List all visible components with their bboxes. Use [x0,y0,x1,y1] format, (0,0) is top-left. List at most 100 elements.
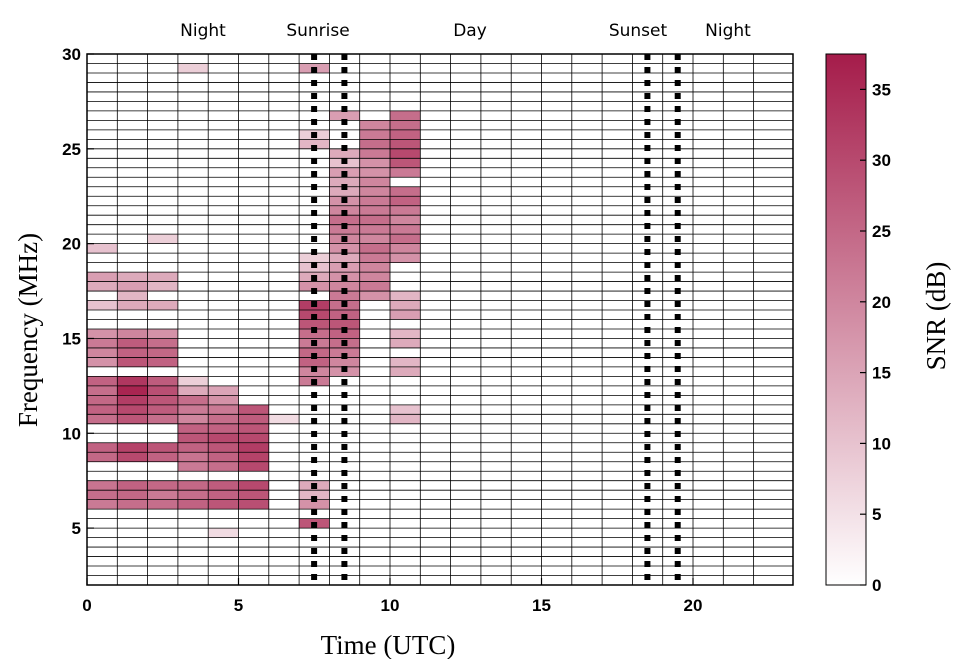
heatmap-cell [359,518,391,529]
x-tick-label: 15 [532,596,551,615]
heatmap-cell [359,91,391,102]
heatmap-cell [511,281,542,292]
heatmap-cell [511,82,542,92]
heatmap-cell [602,528,633,538]
heatmap-cell [571,196,603,206]
heatmap-cell [268,310,300,320]
heatmap-cell [390,319,421,329]
heatmap-cell [87,357,118,367]
heatmap-cell [208,253,239,263]
heatmap-cell [238,63,269,73]
heatmap-cell [329,461,360,472]
heatmap-cell [602,385,633,396]
heatmap-cell [329,177,360,187]
heatmap-cell [450,205,481,216]
heatmap-cell [420,423,451,434]
heatmap-cell [693,63,724,73]
heatmap-cell [571,338,603,348]
heatmap-cell [299,319,330,329]
heatmap-cell [541,82,572,92]
heatmap-cell [117,414,148,424]
heatmap-cell [208,328,239,339]
heatmap-cell [268,54,300,64]
heatmap-cell [329,537,360,548]
heatmap-cell [117,177,148,187]
heatmap-cell [602,54,633,64]
heatmap-cell [238,215,269,225]
heatmap-cell [753,328,784,339]
heatmap-cell [87,575,118,585]
heatmap-cell [753,281,784,292]
heatmap-cell [571,234,603,244]
heatmap-cell [541,452,572,462]
heatmap-cell [693,215,724,225]
heatmap-cell [117,310,148,320]
heatmap-cell [723,395,754,405]
heatmap-cell [390,110,421,121]
heatmap-cell [390,566,421,576]
heatmap-cell [511,215,542,225]
heatmap-cell [480,509,512,519]
heatmap-cell [571,177,603,187]
heatmap-cell [87,291,118,301]
heatmap-cell [480,243,512,254]
heatmap-cell [208,110,239,121]
heatmap-cell [117,328,148,339]
heatmap-cell [87,215,118,225]
heatmap-cell [571,461,603,472]
heatmap-cell [147,490,178,500]
heatmap-cell [268,300,300,311]
heatmap-cell [117,158,148,168]
heatmap-cell [571,385,603,396]
heatmap-cell [693,357,724,367]
heatmap-cell [238,243,269,254]
heatmap-cell [329,139,360,149]
heatmap-cell [511,158,542,168]
heatmap-cell [390,423,421,434]
heatmap-cell [147,129,178,140]
heatmap-cell [571,509,603,519]
heatmap-cell [117,82,148,92]
heatmap-cell [541,196,572,206]
heatmap-cell [87,556,118,567]
heatmap-cell [450,215,481,225]
heatmap-cell [662,566,694,576]
heatmap-cell [268,442,300,453]
heatmap-cell [723,433,754,443]
heatmap-cell [329,110,360,121]
heatmap-cell [480,120,512,130]
heatmap-cell [480,310,512,320]
heatmap-cell [632,395,663,405]
heatmap-cell [390,509,421,519]
heatmap-cell [723,101,754,111]
heatmap-cell [450,537,481,548]
heatmap-cell [147,575,178,585]
heatmap-cell [480,471,512,481]
heatmap-cell [268,395,300,405]
heatmap-cell [723,423,754,434]
heatmap-cell [147,110,178,121]
heatmap-cell [511,243,542,254]
heatmap-cell [117,300,148,311]
heatmap-cell [238,82,269,92]
heatmap-cell [632,72,663,83]
heatmap-cell [723,310,754,320]
heatmap-cell [450,347,481,358]
heatmap-cell [268,461,300,472]
heatmap-cell [602,471,633,481]
heatmap-cell [238,281,269,292]
heatmap-cell [753,414,784,424]
heatmap-cell [177,91,209,102]
heatmap-cell [147,158,178,168]
heatmap-cell [238,366,269,377]
heatmap-cell [87,347,118,358]
heatmap-cell [390,404,421,415]
heatmap-cell [693,575,724,585]
heatmap-cell [662,423,694,434]
heatmap-cell [480,556,512,567]
colorbar-tick-label: 20 [872,293,891,312]
heatmap-cell [238,499,269,510]
heatmap-cell [480,566,512,576]
heatmap-cell [238,224,269,235]
heatmap-cell [299,120,330,130]
